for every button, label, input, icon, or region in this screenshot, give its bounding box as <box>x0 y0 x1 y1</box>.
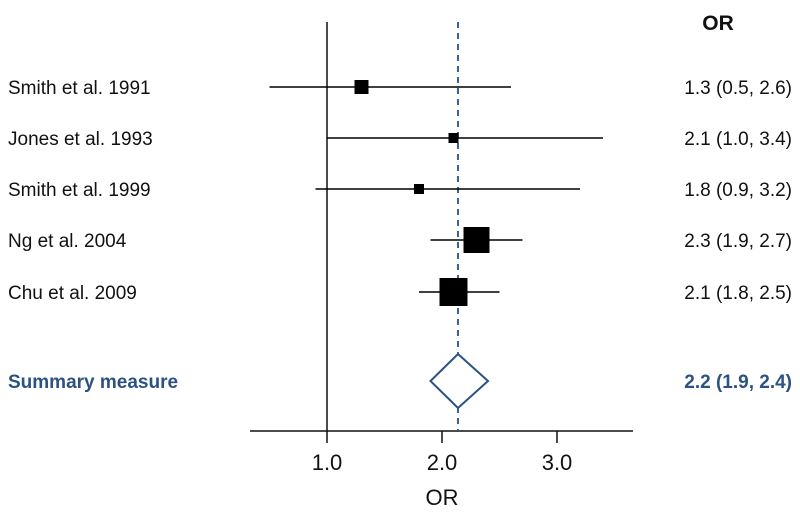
or-value: 2.1 (1.0, 3.4) <box>684 129 792 150</box>
or-column-header: OR <box>702 12 734 35</box>
or-value: 2.1 (1.8, 2.5) <box>684 283 792 304</box>
point-estimate-marker <box>439 278 468 306</box>
or-value: 1.3 (0.5, 2.6) <box>684 78 792 99</box>
point-estimate-marker <box>414 184 424 194</box>
x-tick-label: 3.0 <box>542 450 573 475</box>
x-axis-label: OR <box>426 485 459 510</box>
summary-diamond <box>429 352 490 410</box>
summary-or-value: 2.2 (1.9, 2.4) <box>684 372 792 393</box>
study-label: Smith et al. 1991 <box>8 78 151 99</box>
x-tick-label: 2.0 <box>427 450 458 475</box>
study-label: Chu et al. 2009 <box>8 283 137 304</box>
or-value: 1.8 (0.9, 3.2) <box>684 180 792 201</box>
point-estimate-marker <box>448 133 459 143</box>
summary-label: Summary measure <box>8 372 178 393</box>
point-estimate-marker <box>354 80 369 94</box>
or-value: 2.3 (1.9, 2.7) <box>684 231 792 252</box>
x-tick-label: 1.0 <box>312 450 343 475</box>
point-estimate-marker <box>463 227 490 253</box>
study-label: Jones et al. 1993 <box>8 129 153 150</box>
study-label: Ng et al. 2004 <box>8 231 127 252</box>
study-label: Smith et al. 1999 <box>8 180 151 201</box>
